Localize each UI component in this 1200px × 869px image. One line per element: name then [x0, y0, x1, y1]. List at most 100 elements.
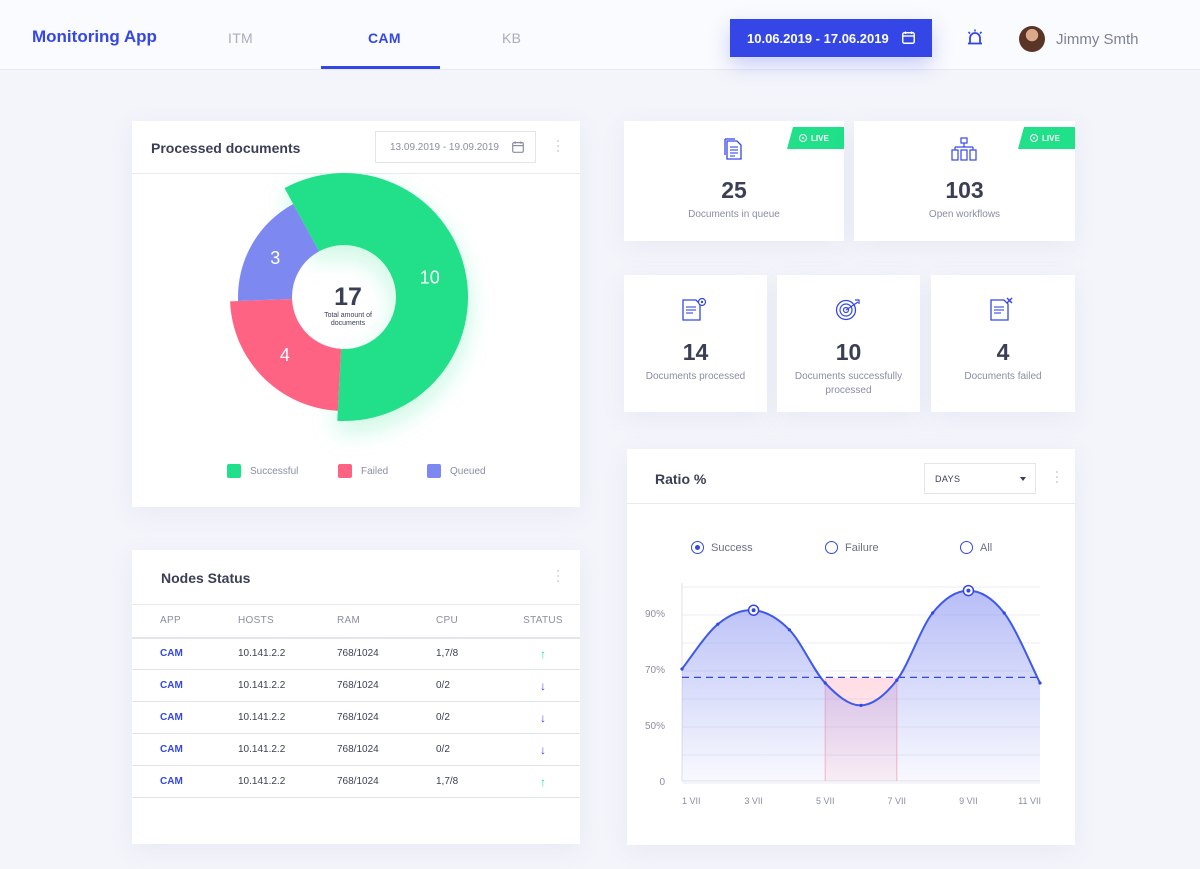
donut-slice-label: 4	[280, 345, 290, 365]
table-row[interactable]: CAM 10.141.2.2 768/1024 0/2 ↓	[132, 701, 580, 734]
period-select-value: DAYS	[935, 473, 961, 484]
legend-label: Queued	[450, 465, 486, 477]
column-header[interactable]: STATUS	[506, 604, 580, 639]
workflow-icon	[951, 137, 977, 161]
column-header[interactable]: HOSTS	[238, 604, 337, 639]
cell-cpu: 0/2	[436, 669, 506, 702]
tab-kb[interactable]: KB	[502, 30, 522, 46]
card-menu-icon[interactable]	[556, 140, 560, 154]
data-point[interactable]	[716, 622, 720, 626]
card-title: Nodes Status	[161, 570, 251, 586]
legend-swatch	[338, 464, 352, 478]
donut-total-value: 17	[334, 283, 362, 311]
cell-host: 10.141.2.2	[238, 733, 337, 766]
user-name[interactable]: Jimmy Smth	[1056, 31, 1139, 48]
cell-app[interactable]: CAM	[132, 733, 238, 766]
arrow-down-icon: ↓	[540, 710, 546, 725]
data-point[interactable]	[859, 703, 863, 707]
series-area-success	[682, 590, 1040, 781]
cell-cpu: 1,7/8	[436, 765, 506, 798]
cell-status: ↓	[506, 701, 580, 734]
target-icon	[835, 299, 860, 321]
stat-card-processed[interactable]: 14 Documents processed	[624, 275, 767, 412]
table-row[interactable]: CAM 10.141.2.2 768/1024 1,7/8 ↑	[132, 765, 580, 798]
stat-card-workflows[interactable]: LIVE 103 Open workflows	[854, 121, 1075, 241]
radio-checked-icon	[691, 541, 704, 554]
legend-label: Failed	[361, 465, 389, 477]
arrow-up-icon: ↑	[540, 774, 546, 789]
donut-slice-label: 10	[420, 268, 440, 288]
donut-slice-successful[interactable]	[284, 173, 468, 421]
column-header[interactable]: RAM	[337, 604, 436, 639]
radio-unchecked-icon	[960, 541, 973, 554]
column-header[interactable]: APP	[132, 604, 238, 639]
stat-card-queue[interactable]: LIVE 25 Documents in queue	[624, 121, 844, 241]
tab-cam[interactable]: CAM	[368, 30, 401, 46]
stat-value: 14	[682, 339, 709, 365]
cell-ram: 768/1024	[337, 669, 436, 702]
cell-host: 10.141.2.2	[238, 669, 337, 702]
cell-app[interactable]: CAM	[132, 701, 238, 734]
data-point[interactable]	[1038, 681, 1042, 685]
nodes-status-card: Nodes Status APP HOSTS RAM CPU STATUS CA…	[132, 550, 580, 844]
cell-ram: 768/1024	[337, 765, 436, 798]
x-tick-label: 9 VII	[959, 796, 978, 806]
table-row[interactable]: CAM 10.141.2.2 768/1024 1,7/8 ↑	[132, 637, 580, 670]
cell-app[interactable]: CAM	[132, 765, 238, 798]
stat-card-successful[interactable]: 10 Documents successfully processed	[777, 275, 920, 412]
stat-label: Documents failed	[964, 371, 1042, 382]
ratio-area-chart: 0 50% 70% 90% 1 VII 3 VII 5 VII 7 VII 9 VII 11 VI…	[645, 583, 1042, 806]
cell-app[interactable]: CAM	[132, 637, 238, 670]
live-badge-label: LIVE	[1042, 133, 1060, 143]
x-tick-label: 7 VII	[888, 796, 907, 806]
stat-label: Documents in queue	[688, 209, 780, 220]
y-tick-label: 0	[659, 777, 665, 788]
stat-value: 103	[945, 177, 984, 203]
radio-success[interactable]: Success	[691, 541, 753, 554]
data-point[interactable]	[931, 611, 935, 615]
stat-card-failed[interactable]: 4 Documents failed	[931, 275, 1075, 412]
legend-item-successful: Successful	[227, 464, 298, 478]
arrow-down-icon: ↓	[540, 742, 546, 757]
data-point[interactable]	[787, 628, 791, 632]
data-point[interactable]	[823, 681, 827, 685]
cell-status: ↑	[506, 637, 580, 670]
processed-date-label: 13.09.2019 - 19.09.2019	[390, 141, 499, 153]
data-point[interactable]	[680, 667, 684, 671]
stat-value: 25	[721, 177, 747, 203]
top-header: Monitoring App ITM CAM KB 10.06.2019 - 1…	[0, 0, 1200, 70]
radio-unchecked-icon	[825, 541, 838, 554]
donut-chart: 10 4 3	[230, 173, 468, 421]
cell-app[interactable]: CAM	[132, 669, 238, 702]
processed-date-field[interactable]: 13.09.2019 - 19.09.2019	[375, 131, 536, 163]
data-point[interactable]	[1002, 611, 1006, 615]
cell-host: 10.141.2.2	[238, 765, 337, 798]
radio-failure[interactable]: Failure	[825, 541, 879, 554]
donut-slice-label: 3	[270, 248, 280, 268]
x-tick-label: 1 VII	[682, 796, 701, 806]
cell-host: 10.141.2.2	[238, 701, 337, 734]
stat-label: Documents processed	[645, 371, 746, 382]
period-select[interactable]: DAYS	[924, 463, 1036, 494]
chevron-down-icon	[1020, 477, 1026, 481]
app-brand[interactable]: Monitoring App	[32, 27, 157, 46]
card-menu-icon[interactable]	[556, 570, 560, 584]
donut-slice-failed[interactable]	[230, 298, 342, 411]
card-title: Processed documents	[151, 140, 301, 156]
donut-slice-queued[interactable]	[238, 203, 320, 302]
legend-item-queued: Queued	[427, 464, 486, 478]
arrow-up-icon: ↑	[540, 646, 546, 661]
table-row[interactable]: CAM 10.141.2.2 768/1024 0/2 ↓	[132, 733, 580, 766]
data-point[interactable]	[895, 678, 899, 682]
card-menu-icon[interactable]	[1055, 471, 1059, 485]
date-range-button[interactable]: 10.06.2019 - 17.06.2019	[730, 19, 932, 57]
user-avatar[interactable]	[1019, 26, 1045, 52]
table-row[interactable]: CAM 10.141.2.2 768/1024 0/2 ↓	[132, 669, 580, 702]
legend-label: Successful	[250, 465, 299, 477]
document-x-icon	[990, 297, 1013, 321]
tab-itm[interactable]: ITM	[228, 30, 254, 46]
column-header[interactable]: CPU	[436, 604, 506, 639]
stat-value: 10	[835, 339, 862, 365]
alarm-icon[interactable]	[966, 29, 984, 46]
radio-all[interactable]: All	[960, 541, 992, 554]
